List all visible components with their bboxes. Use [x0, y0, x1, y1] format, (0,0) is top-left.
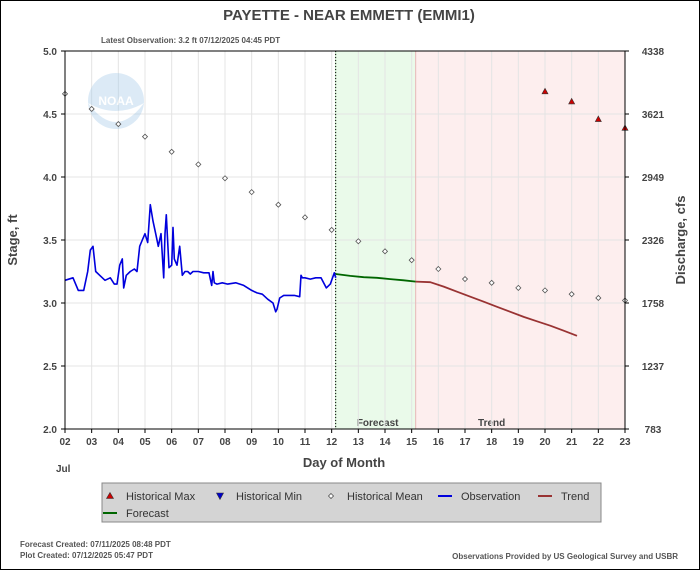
historical-mean-point	[435, 265, 442, 273]
y2-tick-label: 1237	[642, 362, 665, 373]
x-tick-label: 13	[353, 437, 365, 448]
x-tick-label: 20	[539, 437, 551, 448]
y2-tick-label: 3621	[642, 110, 665, 121]
historical-mean-point	[248, 189, 255, 196]
y-tick-label: 3.0	[43, 299, 57, 310]
x-tick-label: 22	[593, 437, 605, 448]
y2-tick-label: 2949	[642, 173, 665, 184]
historical-mean-point	[408, 257, 415, 264]
historical-max-point	[541, 87, 549, 95]
x-tick-label: 03	[86, 437, 98, 448]
x-axis-label: Day of Month	[303, 455, 385, 470]
y-tick-label: 2.5	[43, 362, 57, 373]
historical-mean-point	[355, 238, 362, 245]
x-axis-sublabel: Jul	[56, 464, 71, 475]
forecast-created: Forecast Created: 07/11/2025 08:48 PDT	[20, 540, 171, 549]
x-tick-label: 04	[113, 437, 125, 448]
legend-label-forecast: Forecast	[126, 508, 169, 520]
y2-tick-label: 1758	[642, 299, 665, 310]
noaa-logo: NOAA	[88, 73, 144, 129]
historical-mean-point	[568, 291, 575, 298]
x-tick-label: 09	[246, 437, 258, 448]
historical-mean-point	[515, 284, 522, 291]
y2-tick-label: 4338	[642, 47, 665, 58]
historical-mean-point	[381, 248, 389, 255]
x-tick-label: 07	[193, 437, 205, 448]
x-tick-label: 05	[139, 437, 151, 448]
historical-mean-point	[595, 294, 602, 302]
x-tick-label: 14	[379, 437, 391, 448]
historical-mean-point	[328, 226, 335, 233]
forecast-region-label: Forecast	[357, 418, 399, 429]
legend-label-historical-mean: Historical Mean	[347, 491, 423, 503]
series-layer	[61, 87, 629, 337]
x-tick-label: 21	[566, 437, 578, 448]
legend-box	[101, 482, 602, 523]
x-tick-label: 12	[326, 437, 338, 448]
legend-label-trend: Trend	[561, 491, 589, 503]
trend-line	[415, 280, 578, 337]
historical-mean-point	[221, 175, 229, 182]
y2-tick-label: 2326	[642, 236, 665, 247]
latest-observation: Latest Observation: 3.2 ft 07/12/2025 04…	[101, 36, 280, 45]
x-tick-label: 16	[433, 437, 445, 448]
axes: 02 03 04 05 06 07 08 09 10 11 12 13 14 15 16 17 18 19 20 21…	[43, 47, 664, 448]
legend-symbol-historical-mean	[327, 492, 335, 500]
y2-tick-label: 783	[645, 425, 662, 436]
chart-title: PAYETTE - NEAR EMMETT (EMMI1)	[223, 7, 475, 24]
legend-symbol-historical-min	[215, 492, 225, 501]
historical-mean-point	[115, 121, 122, 128]
x-tick-label: 18	[486, 437, 498, 448]
y-tick-label: 3.5	[43, 236, 57, 247]
legend-label-observation: Observation	[461, 491, 520, 503]
x-tick-label: 15	[406, 437, 418, 448]
y-tick-label: 4.0	[43, 173, 57, 184]
svg-text:NOAA: NOAA	[98, 94, 134, 108]
historical-max-point	[594, 115, 602, 122]
x-tick-label: 19	[513, 437, 525, 448]
observation-line	[64, 203, 337, 313]
legend: Historical Max Historical Min Historical M…	[101, 482, 602, 523]
x-tick-label: 23	[619, 437, 631, 448]
x-tick-label: 02	[59, 437, 71, 448]
historical-mean-point	[88, 105, 95, 113]
plot-created: Plot Created: 07/12/2025 05:47 PDT	[20, 551, 153, 560]
historical-mean-point	[301, 214, 309, 221]
x-tick-label: 11	[300, 437, 311, 448]
historical-mean-point	[541, 287, 549, 294]
x-tick-label: 17	[459, 437, 471, 448]
historical-mean-point	[275, 201, 282, 208]
historical-mean-point	[461, 275, 469, 283]
historical-mean-point	[141, 133, 149, 140]
x-tick-label: 10	[273, 437, 285, 448]
y-tick-label: 5.0	[43, 47, 57, 58]
legend-symbol-historical-max	[105, 491, 115, 499]
historical-max-point	[568, 97, 576, 105]
x-tick-label: 08	[219, 437, 231, 448]
historical-mean-point	[488, 279, 495, 286]
y-axis-label: Stage, ft	[5, 214, 20, 266]
data-credit: Observations Provided by US Geological S…	[452, 552, 678, 561]
historical-mean-point	[195, 161, 202, 168]
historical-mean-point	[168, 148, 175, 155]
x-tick-label: 06	[166, 437, 178, 448]
y2-axis-label: Discharge, cfs	[673, 196, 688, 285]
y-tick-label: 2.0	[43, 425, 57, 436]
legend-label-historical-min: Historical Min	[236, 491, 302, 503]
forecast-line	[335, 273, 416, 283]
y-tick-label: 4.5	[43, 110, 57, 121]
legend-label-historical-max: Historical Max	[126, 491, 196, 503]
